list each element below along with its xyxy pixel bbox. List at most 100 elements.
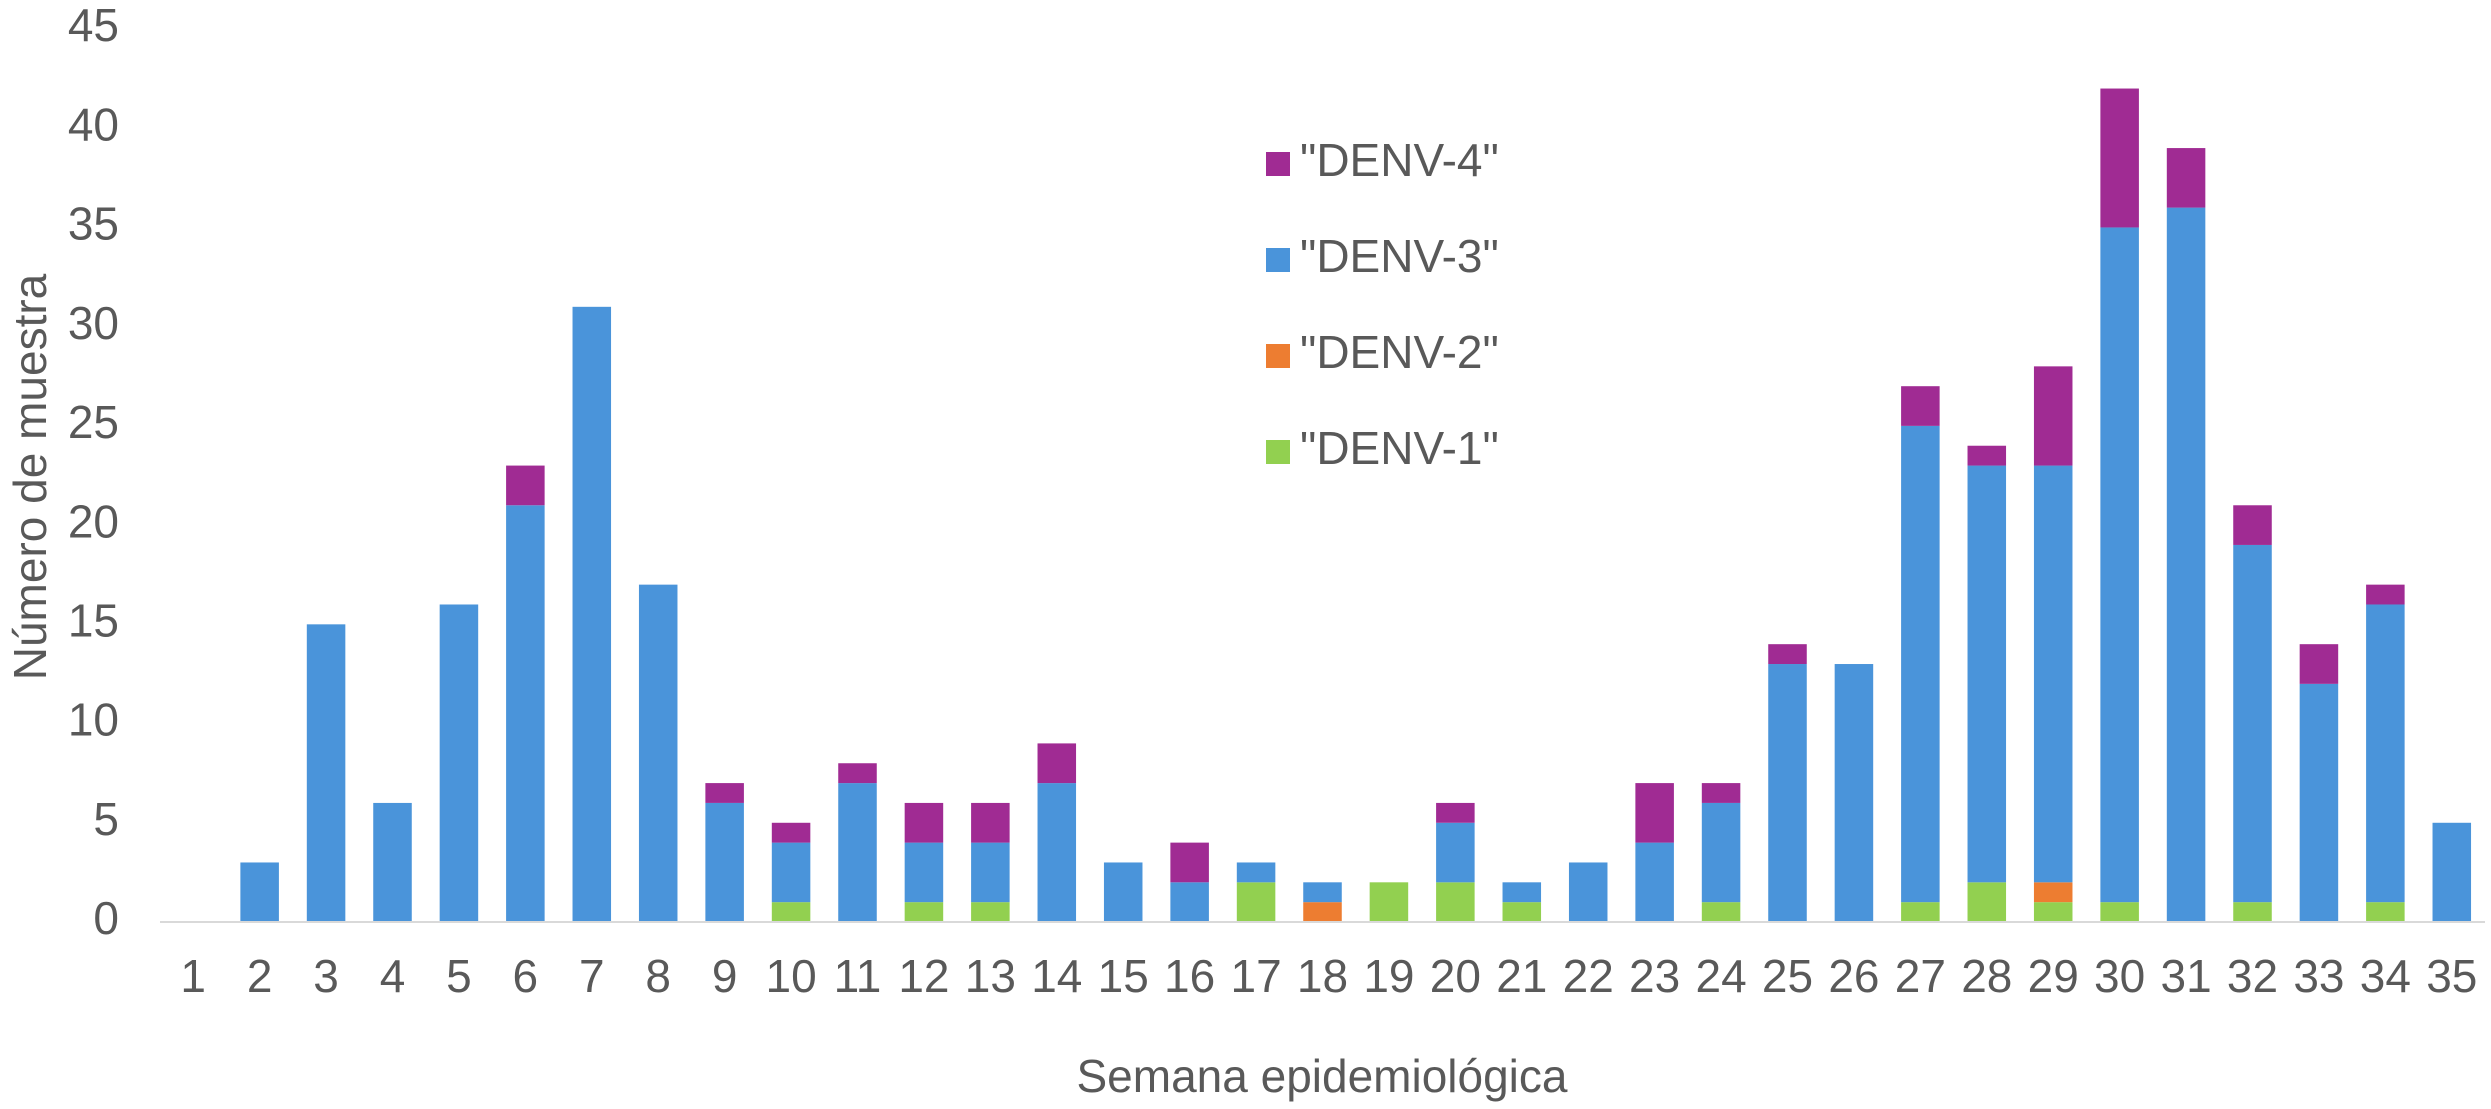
bar-segment [1967,445,2007,466]
y-tick-label: 45 [68,0,119,51]
bar-segment [240,862,279,922]
bar-segment [1436,822,1475,883]
bar-segment [904,902,944,922]
x-tick-label: 32 [2227,950,2278,1002]
bar-segment [1568,862,1608,922]
bar-segment [2366,604,2405,903]
bar-segment [771,822,811,843]
bar-segment [971,802,1010,843]
x-tick-label: 2 [247,950,273,1002]
legend-label: "DENV-1" [1300,422,1499,474]
bar-segment [1635,783,1674,843]
bar-segment [2366,584,2405,605]
bar-segment [971,902,1010,922]
bar-segment [771,842,811,903]
bar-segment [838,763,877,784]
x-tick-label: 5 [446,950,472,1002]
x-tick-label: 16 [1164,950,1215,1002]
bar-segment [1170,842,1209,883]
y-tick-label: 5 [93,793,119,845]
bar-segment [506,465,545,506]
bar-segment [705,802,744,922]
bar-segment [1236,862,1276,883]
bar-segment [1502,902,1542,922]
bar-segment [1170,882,1209,922]
x-tick-label: 29 [2028,950,2079,1002]
x-tick-label: 21 [1496,950,1547,1002]
bar-segment [1901,386,1940,426]
x-tick-label: 11 [834,950,882,1002]
bar-segment [1303,882,1342,903]
bar-segment [904,842,944,903]
bar-segment [2299,644,2339,684]
y-tick-label: 40 [68,98,119,150]
legend-swatch [1266,152,1290,176]
bar-segment [1436,802,1475,823]
y-tick-label: 35 [68,198,119,250]
bar-segment [1701,802,1741,903]
y-tick-label: 10 [68,694,119,746]
bar-segment [2166,148,2206,208]
legend-label: "DENV-3" [1300,230,1499,282]
bar-segment [2100,902,2139,922]
y-tick-label: 0 [93,892,119,944]
bar-segment [1768,644,1807,665]
bar-segment [838,783,877,922]
bar-segment [506,505,545,922]
y-tick-label: 15 [68,594,119,646]
x-tick-label: 8 [645,950,671,1002]
bar-segment [1037,743,1077,784]
bar-segment [904,802,944,843]
bar-segment [373,802,412,922]
x-tick-label: 7 [579,950,605,1002]
x-tick-label: 34 [2360,950,2411,1002]
x-tick-label: 14 [1031,950,1082,1002]
bar-segment [2033,465,2073,883]
bar-segment [1436,882,1475,922]
x-tick-label: 6 [513,950,539,1002]
x-tick-label: 18 [1297,950,1348,1002]
x-tick-label: 20 [1430,950,1481,1002]
x-tick-label: 31 [2160,950,2211,1002]
bar-segment [1967,465,2007,883]
bar-segment [638,584,678,922]
x-tick-label: 19 [1363,950,1414,1002]
bar-segment [2166,207,2206,923]
x-tick-label: 27 [1895,950,1946,1002]
bar-segment [2100,227,2139,903]
x-tick-label: 3 [313,950,339,1002]
bar-segment [2033,366,2073,466]
bar-segment [705,783,744,803]
x-tick-label: 35 [2426,950,2477,1002]
y-tick-label: 25 [68,396,119,448]
bar-segment [971,842,1010,903]
bar-segment [572,306,612,922]
legend-label: "DENV-2" [1300,326,1499,378]
bar-segment [1635,842,1674,922]
bar-segment [2432,822,2472,922]
bar-segment [1701,902,1741,922]
x-tick-label: 9 [712,950,738,1002]
x-tick-label: 12 [898,950,949,1002]
x-tick-label: 23 [1629,950,1680,1002]
x-tick-label: 10 [765,950,816,1002]
bar-segment [1834,664,1874,922]
bar-segment [1103,862,1143,922]
bar-segment [1502,882,1542,903]
x-tick-label: 33 [2293,950,2344,1002]
x-tick-label: 25 [1762,950,1813,1002]
bar-segment [2100,88,2139,228]
bar-segment [1303,902,1342,922]
bar-segment [2233,505,2272,545]
x-tick-label: 17 [1230,950,1281,1002]
bar-segment [1768,664,1807,922]
bar-segment [1701,783,1741,803]
bar-segment [2233,902,2272,922]
bar-segment [2299,683,2339,922]
legend-swatch [1266,440,1290,464]
y-tick-label: 30 [68,297,119,349]
y-axis-title: Número de muestra [4,273,56,680]
legend-label: "DENV-4" [1300,134,1499,186]
bar-segment [1901,425,1940,903]
